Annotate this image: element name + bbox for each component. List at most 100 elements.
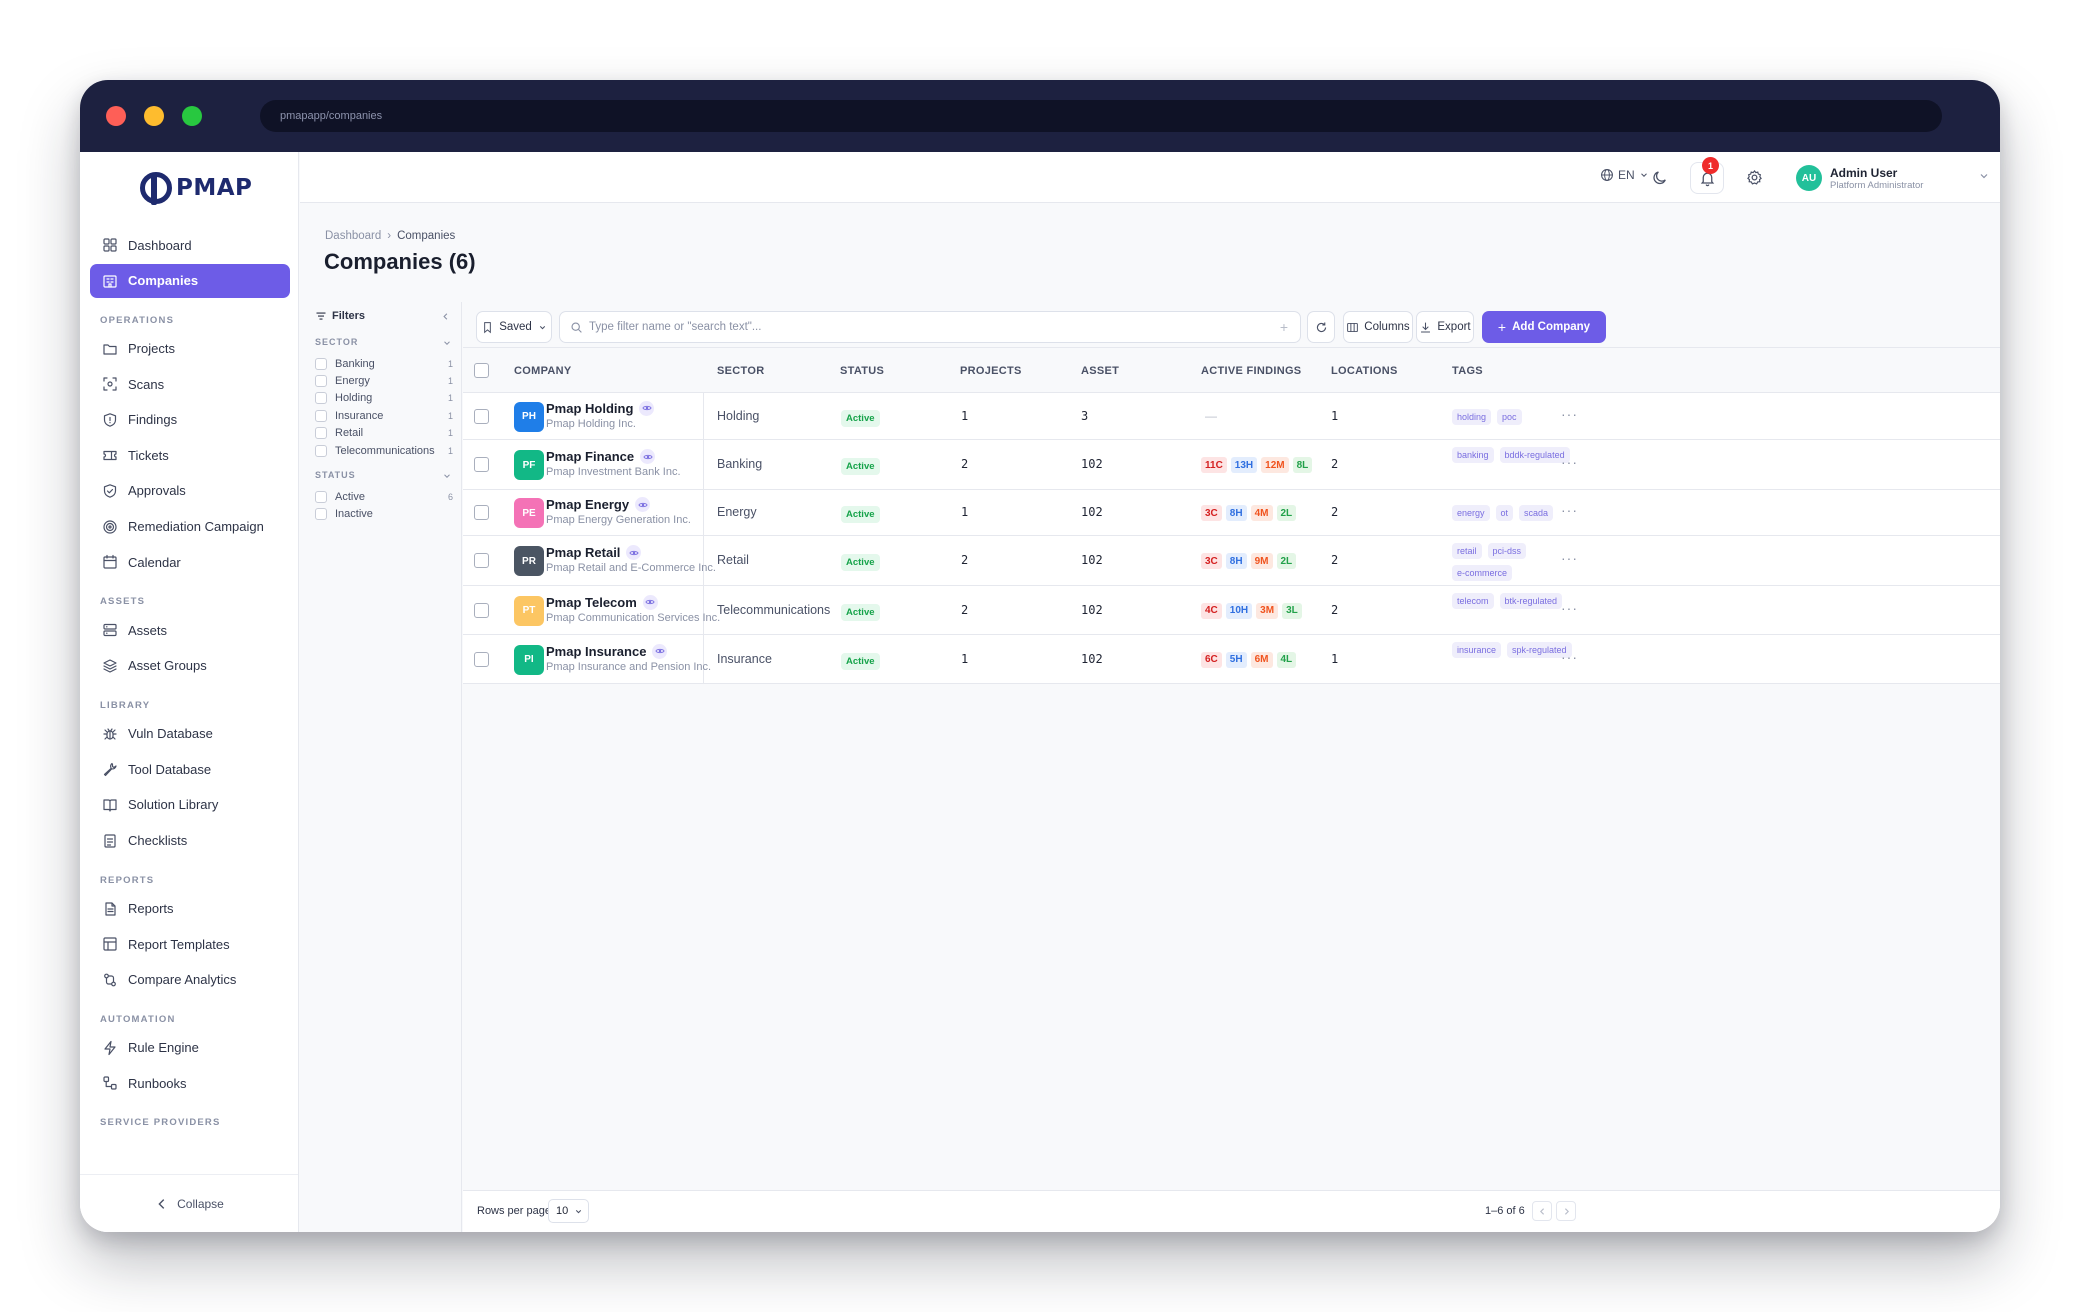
theme-toggle[interactable] (1648, 165, 1672, 189)
findings-low-badge[interactable]: 2L (1276, 553, 1297, 569)
filter-option-insurance[interactable]: Insurance 1 (315, 407, 453, 424)
user-name[interactable]: Admin User (1830, 166, 1898, 180)
address-bar[interactable]: pmapapp/companies (260, 100, 1942, 132)
table-row[interactable]: PE Pmap Energy Pmap Energy Generation Inc.… (463, 490, 2000, 536)
sector-chevron-icon[interactable] (442, 338, 452, 348)
findings-medium-badge[interactable]: 9M (1250, 553, 1273, 569)
table-row[interactable]: PF Pmap Finance Pmap Investment Bank Inc. B… (463, 440, 2000, 490)
column-header-projects[interactable]: PROJECTS (960, 365, 1022, 377)
company-name-link[interactable]: Pmap Telecom (546, 594, 658, 610)
minimize-window-button[interactable] (144, 106, 164, 126)
eye-icon[interactable] (640, 449, 656, 464)
filter-option-active[interactable]: Active 6 (315, 488, 453, 505)
row-actions-menu-icon[interactable]: ··· (1561, 550, 1578, 566)
sidebar-item-checklists[interactable]: Checklists (90, 824, 290, 858)
columns-button[interactable]: Columns (1343, 311, 1413, 343)
filter-checkbox[interactable] (315, 444, 327, 457)
eye-icon[interactable] (652, 643, 668, 659)
sidebar-item-findings[interactable]: Findings (90, 403, 290, 437)
row-actions-menu-icon[interactable]: ··· (1561, 648, 1578, 665)
sidebar-item-solution-library[interactable]: Solution Library (90, 788, 290, 822)
sidebar-item-assets[interactable]: Assets (90, 613, 290, 647)
row-checkbox[interactable] (474, 553, 489, 568)
company-name-link[interactable]: Pmap Energy (546, 497, 651, 512)
column-header-tags[interactable]: TAGS (1452, 365, 1483, 377)
eye-icon[interactable] (642, 594, 658, 610)
user-menu-chevron-icon[interactable] (1978, 170, 1990, 182)
saved-filters-button[interactable]: Saved (476, 311, 552, 343)
findings-low-badge[interactable]: 4L (1276, 651, 1297, 668)
filter-sector-title[interactable]: SECTOR (315, 337, 359, 347)
findings-low-badge[interactable]: 2L (1276, 505, 1297, 521)
row-checkbox[interactable] (474, 602, 489, 618)
filter-option-inactive[interactable]: Inactive (315, 505, 453, 522)
column-header-status[interactable]: STATUS (840, 365, 885, 377)
findings-critical-badge[interactable]: 11C (1201, 457, 1227, 473)
findings-medium-badge[interactable]: 6M (1250, 651, 1273, 668)
filter-option-banking[interactable]: Banking 1 (315, 355, 453, 372)
findings-high-badge[interactable]: 8H (1225, 505, 1247, 521)
row-actions-menu-icon[interactable]: ··· (1561, 599, 1578, 616)
maximize-window-button[interactable] (182, 106, 202, 126)
findings-high-badge[interactable]: 13H (1230, 457, 1258, 473)
status-chevron-icon[interactable] (442, 471, 452, 481)
sidebar-item-vuln-database[interactable]: Vuln Database (90, 717, 290, 751)
brand-logo[interactable]: PMAP (140, 168, 252, 208)
filter-checkbox[interactable] (315, 357, 327, 370)
findings-medium-badge[interactable]: 12M (1261, 457, 1289, 473)
table-row[interactable]: PH Pmap Holding Pmap Holding Inc. Holding Ac… (463, 393, 2000, 440)
sidebar-item-report-templates[interactable]: Report Templates (90, 927, 290, 961)
add-company-button[interactable]: + Add Company (1482, 311, 1606, 343)
findings-medium-badge[interactable]: 4M (1250, 505, 1273, 521)
filter-checkbox[interactable] (315, 392, 327, 405)
select-all-checkbox[interactable] (474, 363, 489, 378)
eye-icon[interactable] (639, 400, 655, 416)
sidebar-item-approvals[interactable]: Approvals (90, 474, 290, 508)
company-name-link[interactable]: Pmap Retail (546, 545, 642, 560)
collapse-sidebar-button[interactable]: Collapse (80, 1174, 298, 1232)
filter-option-telecommunications[interactable]: Telecommunications 1 (315, 442, 453, 459)
column-header-company[interactable]: COMPANY (514, 365, 572, 377)
findings-low-badge[interactable]: 8L (1292, 457, 1313, 473)
row-actions-menu-icon[interactable]: ··· (1561, 454, 1578, 470)
table-row[interactable]: PR Pmap Retail Pmap Retail and E-Commerce … (463, 536, 2000, 586)
eye-icon[interactable] (635, 497, 651, 512)
language-selector[interactable]: EN (1600, 168, 1649, 182)
sidebar-item-rule-engine[interactable]: Rule Engine (90, 1031, 290, 1065)
sidebar-item-companies[interactable]: Companies (90, 263, 290, 298)
company-name-link[interactable]: Pmap Finance (546, 449, 656, 464)
company-name-link[interactable]: Pmap Insurance (546, 643, 668, 659)
add-filter-icon[interactable]: + (1279, 319, 1288, 335)
row-actions-menu-icon[interactable]: ··· (1561, 502, 1578, 518)
row-checkbox[interactable] (474, 651, 489, 667)
export-button[interactable]: Export (1416, 311, 1474, 343)
sidebar-item-projects[interactable]: Projects (90, 332, 290, 366)
filter-checkbox[interactable] (315, 374, 327, 387)
filter-checkbox[interactable] (315, 427, 327, 440)
eye-icon[interactable] (626, 545, 642, 560)
findings-medium-badge[interactable]: 3M (1256, 602, 1279, 619)
sidebar-item-dashboard[interactable]: Dashboard (90, 228, 290, 262)
collapse-filters-chevron-icon[interactable] (440, 311, 451, 322)
row-actions-menu-icon[interactable]: ··· (1561, 405, 1578, 422)
sidebar-item-asset-groups[interactable]: Asset Groups (90, 649, 290, 683)
findings-critical-badge[interactable]: 6C (1201, 651, 1222, 668)
table-row[interactable]: PT Pmap Telecom Pmap Communication Service… (463, 586, 2000, 635)
sidebar-item-tool-database[interactable]: Tool Database (90, 752, 290, 786)
filter-status-title[interactable]: STATUS (315, 470, 356, 480)
findings-critical-badge[interactable]: 3C (1201, 553, 1222, 569)
findings-critical-badge[interactable]: 3C (1201, 505, 1222, 521)
filter-checkbox[interactable] (315, 507, 327, 520)
user-avatar[interactable]: AU (1796, 165, 1822, 191)
row-checkbox[interactable] (474, 408, 489, 424)
filter-checkbox[interactable] (315, 409, 327, 422)
filter-checkbox[interactable] (315, 490, 327, 503)
refresh-button[interactable] (1307, 311, 1335, 343)
company-name-link[interactable]: Pmap Holding (546, 400, 655, 416)
settings-button[interactable] (1742, 165, 1766, 189)
sidebar-item-scans[interactable]: Scans (90, 367, 290, 401)
column-header-locations[interactable]: LOCATIONS (1331, 365, 1398, 377)
rows-per-page-select[interactable]: 10 (548, 1199, 589, 1223)
findings-high-badge[interactable]: 8H (1225, 553, 1247, 569)
search-input[interactable] (589, 321, 1269, 333)
